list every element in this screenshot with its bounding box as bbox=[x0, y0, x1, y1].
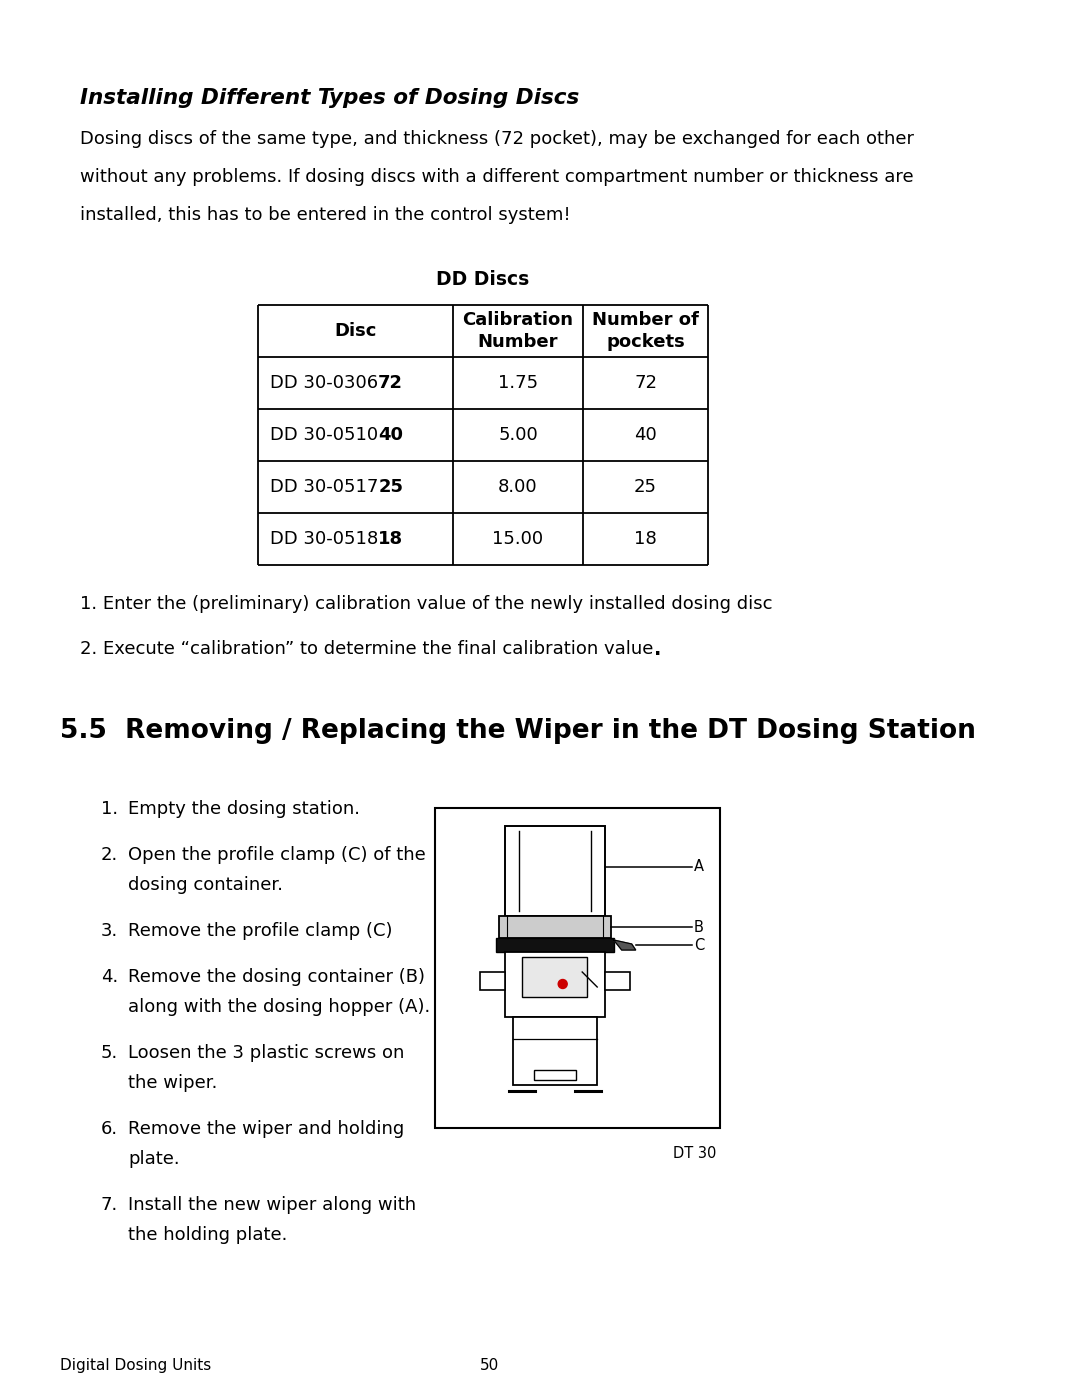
Text: 7.: 7. bbox=[100, 1196, 118, 1214]
Text: along with the dosing hopper (A).: along with the dosing hopper (A). bbox=[129, 997, 430, 1016]
Text: the holding plate.: the holding plate. bbox=[129, 1227, 287, 1243]
Text: Loosen the 3 plastic screws on: Loosen the 3 plastic screws on bbox=[129, 1044, 404, 1062]
Text: Install the new wiper along with: Install the new wiper along with bbox=[129, 1196, 416, 1214]
Bar bbox=[534, 1070, 576, 1080]
Text: DD 30-0306: DD 30-0306 bbox=[270, 374, 378, 393]
Text: installed, this has to be entered in the control system!: installed, this has to be entered in the… bbox=[80, 205, 570, 224]
Text: Empty the dosing station.: Empty the dosing station. bbox=[129, 800, 360, 819]
Text: Dosing discs of the same type, and thickness (72 pocket), may be exchanged for e: Dosing discs of the same type, and thick… bbox=[80, 130, 914, 148]
Text: 25: 25 bbox=[378, 478, 403, 496]
Polygon shape bbox=[613, 940, 636, 950]
Text: plate.: plate. bbox=[129, 1150, 179, 1168]
Text: dosing container.: dosing container. bbox=[129, 876, 283, 894]
Text: 72: 72 bbox=[634, 374, 657, 393]
Text: C: C bbox=[694, 937, 704, 953]
Text: the wiper.: the wiper. bbox=[129, 1074, 217, 1092]
Bar bbox=[513, 1017, 597, 1085]
Text: 1.75: 1.75 bbox=[498, 374, 538, 393]
Text: Calibration
Number: Calibration Number bbox=[462, 312, 573, 351]
Text: DD 30-0518: DD 30-0518 bbox=[270, 529, 378, 548]
Text: Number of
pockets: Number of pockets bbox=[592, 312, 699, 351]
Circle shape bbox=[558, 979, 567, 989]
Bar bbox=[523, 957, 588, 997]
Text: 1.: 1. bbox=[100, 800, 118, 819]
Text: Open the profile clamp (C) of the: Open the profile clamp (C) of the bbox=[129, 847, 426, 863]
Text: DD Discs: DD Discs bbox=[436, 270, 529, 289]
Text: 2. Execute “calibration” to determine the final calibration value: 2. Execute “calibration” to determine th… bbox=[80, 640, 653, 658]
Bar bbox=[499, 916, 610, 937]
Text: 18: 18 bbox=[634, 529, 657, 548]
Text: 50: 50 bbox=[480, 1358, 499, 1373]
Text: Remove the wiper and holding: Remove the wiper and holding bbox=[129, 1120, 404, 1139]
Bar bbox=[605, 972, 630, 990]
Text: A: A bbox=[694, 859, 704, 875]
Bar bbox=[480, 972, 504, 990]
Text: without any problems. If dosing discs with a different compartment number or thi: without any problems. If dosing discs wi… bbox=[80, 168, 914, 186]
Text: 18: 18 bbox=[378, 529, 403, 548]
Bar bbox=[435, 807, 720, 1127]
Text: 2. Execute “calibration” to determine the final calibration value: 2. Execute “calibration” to determine th… bbox=[80, 640, 653, 658]
Text: 40: 40 bbox=[634, 426, 657, 444]
Text: 40: 40 bbox=[378, 426, 403, 444]
Text: Remove the dosing container (B): Remove the dosing container (B) bbox=[129, 968, 426, 986]
Text: Disc: Disc bbox=[335, 321, 377, 339]
Text: 5.: 5. bbox=[100, 1044, 118, 1062]
Text: 1. Enter the (preliminary) calibration value of the newly installed dosing disc: 1. Enter the (preliminary) calibration v… bbox=[80, 595, 772, 613]
Text: 3.: 3. bbox=[100, 922, 118, 940]
Text: DT 30: DT 30 bbox=[673, 1146, 716, 1161]
Text: 8.00: 8.00 bbox=[498, 478, 538, 496]
Text: 72: 72 bbox=[378, 374, 403, 393]
Text: 5.5  Removing / Replacing the Wiper in the DT Dosing Station: 5.5 Removing / Replacing the Wiper in th… bbox=[60, 718, 976, 745]
Bar bbox=[496, 937, 613, 951]
Text: DD 30-0517: DD 30-0517 bbox=[270, 478, 378, 496]
Text: 5.00: 5.00 bbox=[498, 426, 538, 444]
Text: Digital Dosing Units: Digital Dosing Units bbox=[60, 1358, 212, 1373]
Text: 4.: 4. bbox=[100, 968, 118, 986]
Text: 15.00: 15.00 bbox=[492, 529, 543, 548]
Text: DD 30-0510: DD 30-0510 bbox=[270, 426, 378, 444]
Text: Installing Different Types of Dosing Discs: Installing Different Types of Dosing Dis… bbox=[80, 88, 579, 108]
Text: 25: 25 bbox=[634, 478, 657, 496]
Text: B: B bbox=[694, 919, 704, 935]
Text: .: . bbox=[654, 640, 662, 659]
Text: 6.: 6. bbox=[100, 1120, 118, 1139]
Bar bbox=[504, 951, 605, 1017]
Text: 2.: 2. bbox=[100, 847, 118, 863]
Bar bbox=[504, 826, 605, 916]
Text: Remove the profile clamp (C): Remove the profile clamp (C) bbox=[129, 922, 392, 940]
